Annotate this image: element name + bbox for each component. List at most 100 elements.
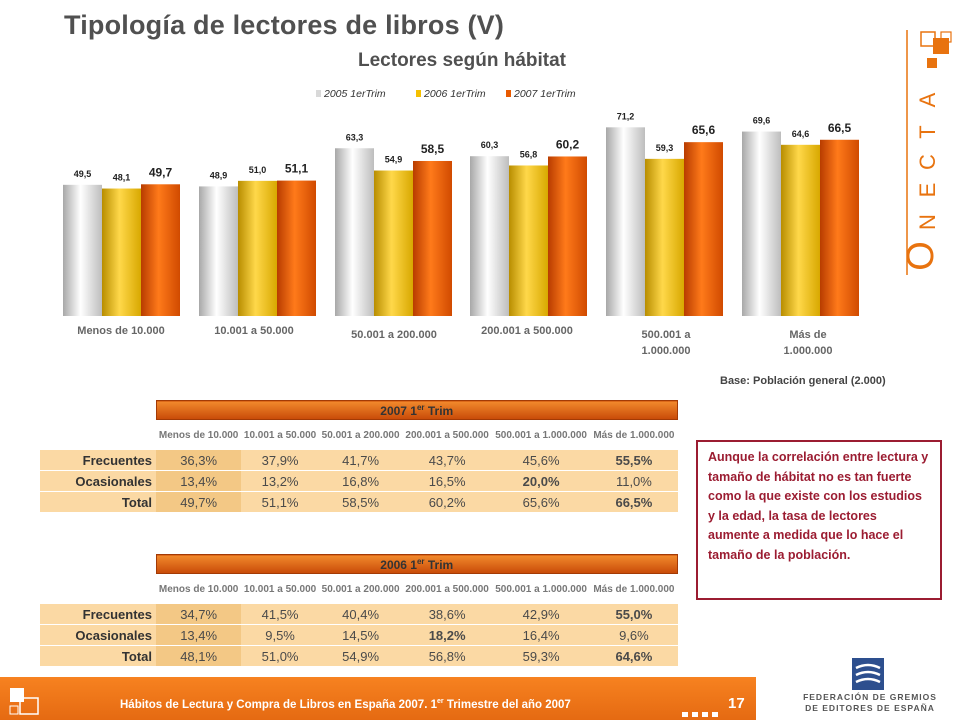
conecta-letter-a: A xyxy=(915,92,940,107)
table-cell: 49,7% xyxy=(156,491,242,513)
conecta-letter-n: N xyxy=(915,214,940,230)
row-label: Frecuentes xyxy=(40,450,156,471)
page-title: Tipología de lectores de libros (V) xyxy=(64,10,505,40)
bar-2-4 xyxy=(684,142,723,316)
bar-chart: 2005 1erTrim 2006 1erTrim 2007 1erTrim 49,5… xyxy=(63,88,859,357)
table-row: Frecuentes 36,3% 37,9% 41,7% 43,7% 45,6% 55,5% xyxy=(40,450,678,471)
legend-label-1: 2006 1erTrim xyxy=(423,88,486,100)
category-label-2: 50.001 a 200.000 xyxy=(351,329,437,341)
bar-1-3 xyxy=(509,165,548,316)
table-2007-header-row: Menos de 10.000 10.001 a 50.000 50.001 a 2… xyxy=(40,420,678,451)
table-cell: 41,7% xyxy=(318,450,403,471)
footer-text: Hábitos de Lectura y Compra de Libros en… xyxy=(120,698,571,711)
table-cell: 36,3% xyxy=(156,450,242,471)
table-cell: 48,1% xyxy=(156,645,242,667)
bar-label-2-2: 58,5 xyxy=(421,142,445,156)
table_2007-col-header: Más de 1.000.000 xyxy=(593,429,675,441)
table-2007-banner: 2007 1er Trim xyxy=(40,400,678,420)
table-row: Total 48,1% 51,0% 54,9% 56,8% 59,3% 64,6% xyxy=(40,645,678,667)
legend-label-0: 2005 1erTrim xyxy=(323,88,386,100)
row-label: Total xyxy=(40,491,156,513)
category-label-4: 500.001 a 1.000.000 xyxy=(642,329,692,357)
row-label: Ocasionales xyxy=(40,624,156,646)
legend-swatch-2 xyxy=(506,90,511,97)
row-label: Frecuentes xyxy=(40,604,156,625)
bar-label-1-4: 59,3 xyxy=(656,143,674,153)
bar-label-2-0: 49,7 xyxy=(149,165,173,179)
table_2007-col-header: 50.001 a 200.000 xyxy=(321,429,400,441)
table-row: Ocasionales 13,4% 13,2% 16,8% 16,5% 20,0% 11,0… xyxy=(40,470,678,492)
table-cell: 16,4% xyxy=(491,624,591,646)
table-cell: 51,1% xyxy=(241,491,319,513)
table_2006-col-header: 50.001 a 200.000 xyxy=(321,583,400,595)
bar-2-1 xyxy=(277,180,316,316)
table_2006-col-header: 200.001 a 500.000 xyxy=(405,583,489,595)
category-label-1: 10.001 a 50.000 xyxy=(214,325,294,337)
bar-label-0-4: 71,2 xyxy=(617,111,635,121)
bar-label-1-3: 56,8 xyxy=(520,149,538,159)
bar-2-5 xyxy=(820,139,859,316)
bar-label-1-0: 48,1 xyxy=(113,173,131,183)
table-cell: 13,4% xyxy=(156,624,242,646)
table-cell: 18,2% xyxy=(402,624,492,646)
conecta-letter-c: C xyxy=(915,154,940,170)
table-cell: 9,6% xyxy=(590,624,678,646)
table_2007-col-header: 200.001 a 500.000 xyxy=(405,429,489,441)
category-label-3: 200.001 a 500.000 xyxy=(481,325,573,337)
bar-1-4 xyxy=(645,158,684,316)
table-cell: 60,2% xyxy=(402,491,492,513)
base-note: Base: Población general (2.000) xyxy=(720,375,886,387)
table-cell: 11,0% xyxy=(590,470,678,492)
conecta-letter-o: O xyxy=(903,241,942,271)
bar-label-0-3: 60,3 xyxy=(481,140,499,150)
table-cell: 41,5% xyxy=(241,604,319,625)
table-cell: 45,6% xyxy=(491,450,591,471)
bar-label-2-5: 66,5 xyxy=(828,121,852,135)
table-cell: 20,0% xyxy=(491,470,591,492)
bar-0-3 xyxy=(470,156,509,316)
table-cell: 43,7% xyxy=(402,450,492,471)
table-row: Frecuentes 34,7% 41,5% 40,4% 38,6% 42,9% 55,0% xyxy=(40,604,678,625)
category-label-0: Menos de 10.000 xyxy=(77,325,164,337)
conecta-logo: A T C E N O xyxy=(903,30,952,275)
bar-label-0-0: 49,5 xyxy=(74,169,92,179)
bar-label-0-5: 69,6 xyxy=(753,116,771,126)
footer-bar xyxy=(0,677,756,720)
footer-dots-decoration xyxy=(682,704,722,722)
table-cell: 16,5% xyxy=(402,470,492,492)
table-cell: 55,0% xyxy=(590,604,678,625)
bar-1-2 xyxy=(374,170,413,316)
bar-0-2 xyxy=(335,148,374,316)
table-2007: 2007 1er Trim Menos de 10.000 10.001 a 50… xyxy=(40,400,678,513)
legend-swatch-1 xyxy=(416,90,421,97)
bar-label-1-5: 64,6 xyxy=(792,129,810,139)
table-2006-banner: 2006 1er Trim xyxy=(40,554,678,574)
bar-label-1-1: 51,0 xyxy=(249,165,267,175)
category-label-5: Más de 1.000.000 xyxy=(784,329,833,357)
table_2006-col-header: Más de 1.000.000 xyxy=(593,583,675,595)
bar-label-0-2: 63,3 xyxy=(346,132,364,142)
table-cell: 14,5% xyxy=(318,624,403,646)
page-number: 17 xyxy=(728,695,745,712)
table-row: Total 49,7% 51,1% 58,5% 60,2% 65,6% 66,5% xyxy=(40,491,678,513)
table-cell: 13,4% xyxy=(156,470,242,492)
conecta-letter-e: E xyxy=(915,183,940,198)
footer-logo-icon xyxy=(9,688,39,715)
table_2006-col-header: Menos de 10.000 xyxy=(158,583,239,595)
table-cell: 64,6% xyxy=(590,645,678,667)
table_2006-col-header: 500.001 a 1.000.000 xyxy=(495,583,587,595)
table-cell: 59,3% xyxy=(491,645,591,667)
conecta-letter-t: T xyxy=(915,125,940,138)
row-label: Ocasionales xyxy=(40,470,156,492)
bar-2-3 xyxy=(548,156,587,316)
bar-label-2-4: 65,6 xyxy=(692,123,716,137)
bar-label-2-1: 51,1 xyxy=(285,162,309,176)
table-2006: 2006 1er Trim Menos de 10.000 10.001 a 50… xyxy=(40,554,678,667)
table-2006-title: 2006 1er Trim xyxy=(155,554,678,574)
table-cell: 51,0% xyxy=(241,645,319,667)
bar-1-5 xyxy=(781,144,820,316)
note-box: Aunque la correlación entre lectura y ta… xyxy=(696,440,942,600)
table-cell: 37,9% xyxy=(241,450,319,471)
bar-1-0 xyxy=(102,188,141,316)
bar-0-0 xyxy=(63,184,102,316)
